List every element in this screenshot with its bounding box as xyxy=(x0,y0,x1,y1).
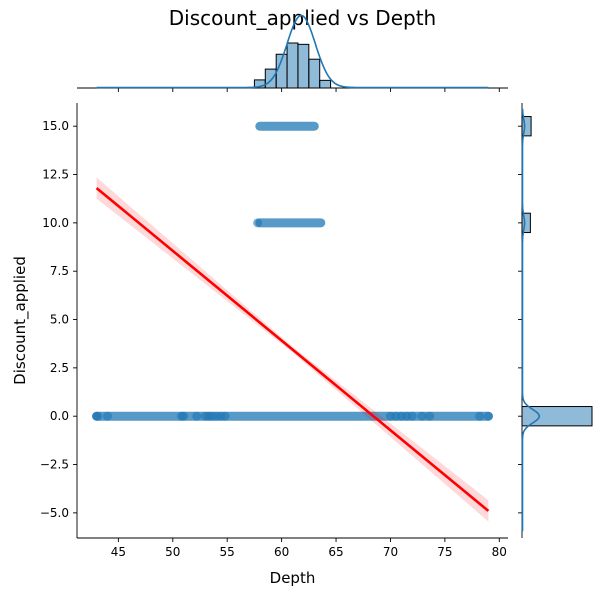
top-histogram-bar xyxy=(308,58,321,89)
top-histogram-bar xyxy=(264,68,277,89)
y-tick-label: 12.5 xyxy=(42,168,69,182)
top-histogram-bar xyxy=(319,79,332,89)
scatter-point xyxy=(102,411,112,421)
regression-line xyxy=(95,187,490,512)
scatter-point xyxy=(483,411,493,421)
x-tick-label: 45 xyxy=(111,545,126,559)
y-axis-label: Discount_applied xyxy=(11,256,30,385)
x-tick-label: 55 xyxy=(220,545,235,559)
x-tick-label: 80 xyxy=(492,545,507,559)
y-tick-label: 10.0 xyxy=(42,216,69,230)
right-histogram-bar xyxy=(521,406,593,427)
scatter-point-cluster xyxy=(255,218,326,228)
x-axis-label: Depth xyxy=(270,569,316,587)
scatter-point xyxy=(407,411,417,421)
scatter-point xyxy=(417,411,427,421)
top-histogram-bar xyxy=(286,42,299,89)
top-histogram-bar xyxy=(297,43,310,89)
y-tick-label: 2.5 xyxy=(50,361,69,375)
main-scatter-plot: 45 50 55 60 65 70 75 80 −5.0 −2.5 0.0 2.5 5.0 7.5 10.0… xyxy=(11,103,508,587)
y-tick-label: −2.5 xyxy=(40,458,69,472)
y-tick-label: 0.0 xyxy=(50,409,69,423)
scatter-point xyxy=(475,411,485,421)
right-histogram-bar xyxy=(521,116,532,137)
scatter-point xyxy=(253,218,263,228)
top-marginal-histogram xyxy=(77,14,508,92)
scatter-point-cluster xyxy=(255,121,319,131)
right-kde-curve xyxy=(521,108,541,532)
y-tick-label: 7.5 xyxy=(50,264,69,278)
scatter-point xyxy=(93,411,103,421)
y-tick-label: 5.0 xyxy=(50,313,69,327)
y-tick-label: −5.0 xyxy=(40,506,69,520)
chart-title: Discount_applied vs Depth xyxy=(168,6,437,30)
x-tick-label: 75 xyxy=(437,545,452,559)
x-tick-label: 65 xyxy=(328,545,343,559)
x-tick-label: 60 xyxy=(274,545,289,559)
right-histogram-bar xyxy=(521,212,531,234)
scatter-point xyxy=(192,411,202,421)
scatter-point xyxy=(179,411,189,421)
y-tick-label: 15.0 xyxy=(42,119,69,133)
x-tick-label: 70 xyxy=(383,545,398,559)
top-kde-curve xyxy=(96,14,489,89)
x-tick-label: 50 xyxy=(165,545,180,559)
scatter-point xyxy=(425,411,435,421)
scatter-point xyxy=(220,411,230,421)
right-marginal-histogram xyxy=(518,103,593,538)
